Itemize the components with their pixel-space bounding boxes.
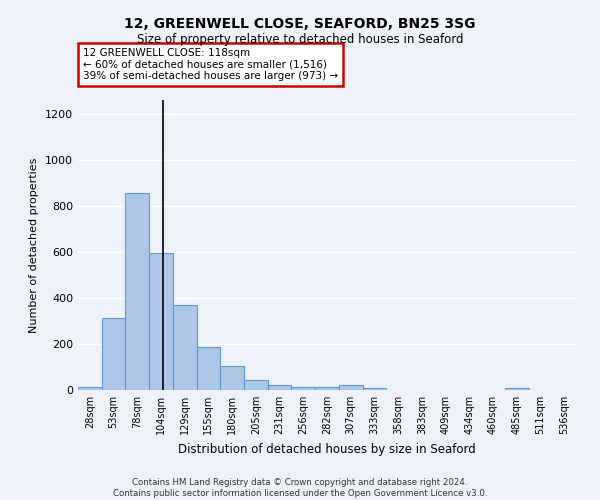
Text: 12, GREENWELL CLOSE, SEAFORD, BN25 3SG: 12, GREENWELL CLOSE, SEAFORD, BN25 3SG (124, 18, 476, 32)
Bar (315, 386, 339, 390)
Bar (244, 380, 268, 390)
Bar (78, 386, 102, 390)
Bar (197, 348, 220, 390)
Bar (220, 366, 244, 390)
Bar (125, 193, 149, 390)
Y-axis label: Number of detached properties: Number of detached properties (29, 158, 40, 332)
Bar (149, 253, 173, 390)
X-axis label: Distribution of detached houses by size in Seaford: Distribution of detached houses by size … (178, 442, 476, 456)
Bar (102, 318, 125, 390)
Bar (339, 386, 362, 390)
Text: 12 GREENWELL CLOSE: 118sqm
← 60% of detached houses are smaller (1,516)
39% of s: 12 GREENWELL CLOSE: 118sqm ← 60% of deta… (83, 48, 338, 81)
Bar (505, 388, 529, 390)
Text: Contains HM Land Registry data © Crown copyright and database right 2024.
Contai: Contains HM Land Registry data © Crown c… (113, 478, 487, 498)
Bar (268, 386, 292, 390)
Bar (173, 305, 197, 390)
Text: Size of property relative to detached houses in Seaford: Size of property relative to detached ho… (137, 32, 463, 46)
Bar (292, 386, 315, 390)
Bar (362, 388, 386, 390)
